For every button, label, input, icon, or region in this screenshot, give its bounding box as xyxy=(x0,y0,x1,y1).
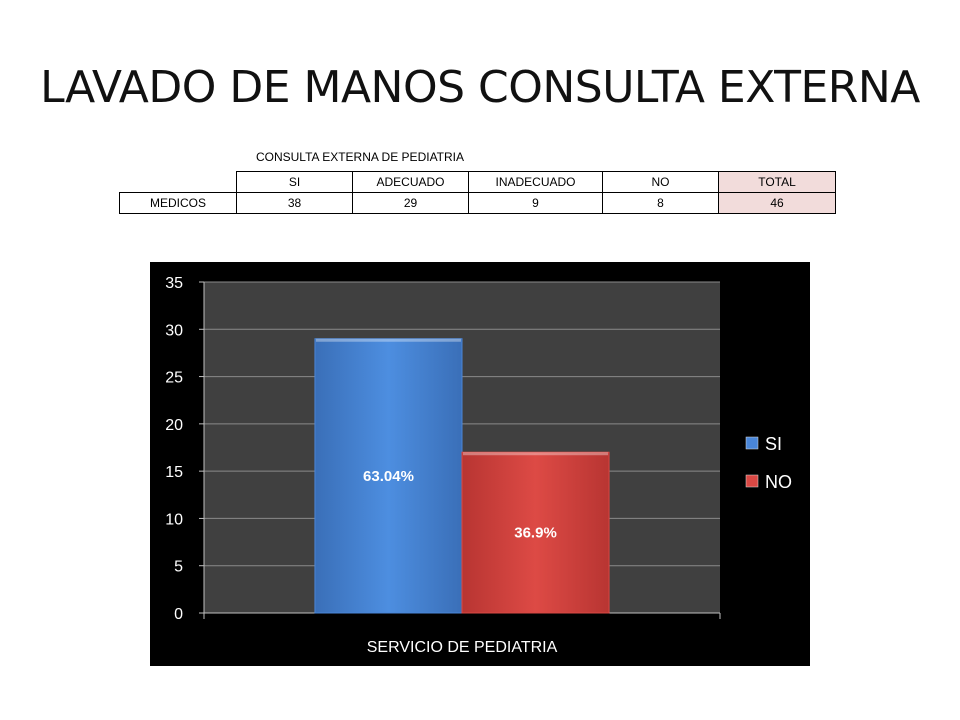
legend-label: NO xyxy=(765,472,792,492)
table-row: MEDICOS 38 29 9 8 46 xyxy=(119,192,836,214)
y-tick-label: 30 xyxy=(165,322,183,339)
table-header-cell xyxy=(119,171,237,193)
table-cell: 29 xyxy=(352,192,469,214)
legend-swatch-no xyxy=(745,474,759,488)
y-tick-label: 10 xyxy=(165,511,183,528)
table-header-cell: INADECUADO xyxy=(468,171,603,193)
bar-chart: 0 5 10 15 20 25 30 35 63.04% 36.9% SI NO SERVICIO… xyxy=(165,275,792,656)
bar-highlight xyxy=(463,452,609,456)
table-cell: 9 xyxy=(468,192,603,214)
y-tick-label: 0 xyxy=(174,606,183,623)
table-header-cell: SI xyxy=(236,171,353,193)
data-label: 36.9% xyxy=(514,525,557,542)
data-table: SI ADECUADO INADECUADO NO TOTAL MEDICOS … xyxy=(119,171,836,214)
table-header-cell: NO xyxy=(602,171,719,193)
table-caption: CONSULTA EXTERNA DE PEDIATRIA xyxy=(255,150,465,164)
table-header-cell: ADECUADO xyxy=(352,171,469,193)
bar-highlight xyxy=(315,338,461,342)
legend-label: SI xyxy=(765,434,782,454)
y-tick-label: 15 xyxy=(165,464,183,481)
y-tick-label: 35 xyxy=(165,275,183,292)
legend-swatch-si xyxy=(745,436,759,450)
data-label: 63.04% xyxy=(363,468,414,485)
table-cell: 8 xyxy=(602,192,719,214)
y-tick-label: 25 xyxy=(165,370,183,387)
chart-area: 0 5 10 15 20 25 30 35 63.04% 36.9% SI NO SERVICIO… xyxy=(150,262,810,666)
table-cell: 46 xyxy=(718,192,836,214)
table-cell: MEDICOS xyxy=(119,192,237,214)
bar-si xyxy=(314,338,463,614)
table-cell: 38 xyxy=(236,192,353,214)
y-tick-label: 5 xyxy=(174,559,183,576)
table-header-cell: TOTAL xyxy=(718,171,836,193)
table-header-row: SI ADECUADO INADECUADO NO TOTAL xyxy=(119,171,836,193)
y-tick-label: 20 xyxy=(165,417,183,434)
slide-title: LAVADO DE MANOS CONSULTA EXTERNA xyxy=(40,62,920,113)
x-tick-label: SERVICIO DE PEDIATRIA xyxy=(367,639,558,656)
bar-no xyxy=(461,451,610,614)
